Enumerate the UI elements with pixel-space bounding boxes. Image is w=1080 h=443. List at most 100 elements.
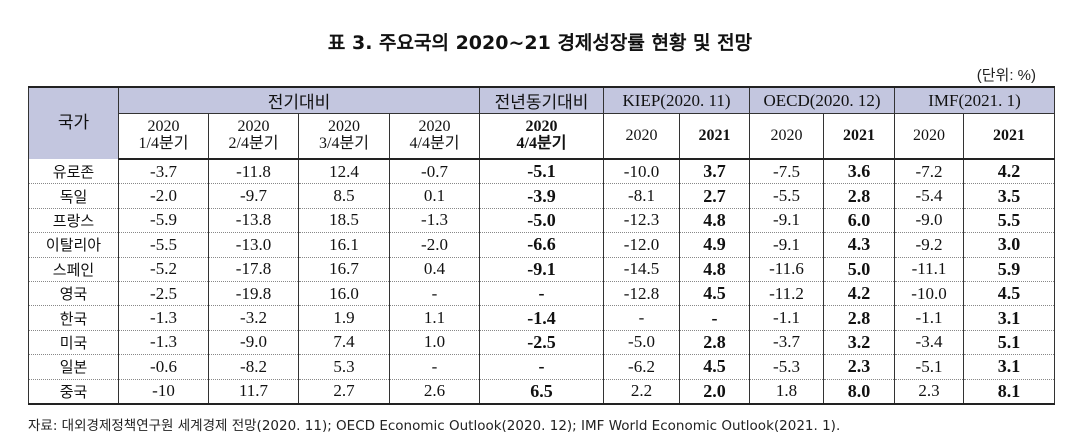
value-cell: -11.1 (894, 257, 965, 282)
country-cell: 영국 (28, 281, 119, 307)
value-cell: -7.5 (749, 159, 824, 185)
value-cell: 1.9 (298, 305, 390, 331)
value-cell: -5.0 (603, 330, 680, 356)
value-cell: -6.6 (479, 232, 604, 258)
value-cell: -1.1 (894, 305, 965, 331)
value-cell: -1.1 (749, 305, 824, 331)
value-cell: -10 (118, 379, 209, 405)
table-row: 유로존 -3.7 -11.8 12.4 -0.7 -5.1 -10.0 3.7 -7.5 3.6-… (28, 159, 1056, 185)
table-row: 프랑스 -5.9 -13.8 18.5 -1.3 -5.0 -12.3 4.8 -9.1 6.0-… (28, 208, 1056, 234)
value-cell: - (603, 305, 680, 331)
country-cell: 한국 (28, 305, 119, 331)
table-row: 영국 -2.5 -19.8 16.0- - -12.8 4.5 -11.2 4.2 -10.0 4.… (28, 281, 1056, 307)
table-row: 독일 -2.0 -9.7 8.5 0.1 -3.9 -8.1 2.7 -5.5 2.8 -5.4 3.… (28, 183, 1056, 209)
value-cell: -9.1 (749, 232, 824, 258)
value-cell: 3.2 (822, 330, 896, 356)
header-imf-2021: 2021 (963, 113, 1056, 160)
country-cell: 프랑스 (28, 208, 119, 234)
value-cell: 12.4 (298, 159, 390, 185)
value-cell: -8.1 (603, 183, 680, 209)
header-group-prev-quarter: 전기대비 (118, 86, 480, 114)
value-cell: 2.7 (679, 183, 750, 209)
value-cell: -1.4 (479, 305, 604, 331)
value-cell: - (389, 281, 480, 307)
header-oecd-2020: 2020 (749, 113, 824, 160)
value-cell: -2.5 (118, 281, 209, 307)
header-oecd-2021: 2021 (822, 113, 896, 160)
value-cell: -0.6 (118, 354, 209, 380)
value-cell: -2.0 (118, 183, 209, 209)
unit-label: (단위: %) (976, 67, 1036, 84)
value-cell: 4.8 (679, 257, 750, 282)
value-cell: -9.1 (479, 257, 604, 282)
value-cell: -3.7 (118, 159, 209, 185)
value-cell: 8.0 (822, 379, 896, 405)
header-kiep-2020: 2020 (603, 113, 680, 160)
header-group-oecd: OECD(2020. 12) (748, 86, 896, 114)
value-cell: 4.3 (822, 232, 896, 258)
value-cell: 4.5 (679, 281, 750, 307)
value-cell: -1.3 (118, 330, 209, 356)
value-cell: -17.8 (208, 257, 299, 282)
value-cell: -5.9 (118, 208, 209, 234)
value-cell: -10.0 (603, 159, 680, 185)
value-cell: -9.1 (749, 208, 824, 234)
country-cell: 미국 (28, 330, 119, 356)
value-cell: 4.8 (679, 208, 750, 234)
value-cell: -12.3 (603, 208, 680, 234)
value-cell: 3.1 (963, 354, 1056, 380)
header-group-imf: IMF(2021. 1) (894, 86, 1056, 114)
value-cell: -19.8 (208, 281, 299, 307)
country-cell: 스페인 (28, 257, 119, 282)
value-cell: -3.2 (208, 305, 299, 331)
value-cell: -2.5 (479, 330, 604, 356)
header-period-yoy-q4: 2020 4/4분기 (479, 113, 604, 160)
value-cell: -3.9 (479, 183, 604, 209)
value-cell: 7.4 (298, 330, 390, 356)
value-cell: 5.3 (298, 354, 390, 380)
value-cell: 16.7 (298, 257, 390, 282)
value-cell: 1.0 (389, 330, 480, 356)
table-row: 일본 -0.6 -8.2 5.3- - -6.2 4.5 -5.3 2.3 -5.1 3.1 (28, 354, 1056, 380)
country-cell: 독일 (28, 183, 119, 209)
value-cell: -11.2 (749, 281, 824, 307)
table-row: 이탈리아 -5.5 -13.0 16.1 -2.0 -6.6 -12.0 4.9 -9.1 4.3… (28, 232, 1056, 258)
header-kiep-2021: 2021 (679, 113, 750, 160)
value-cell: -2.0 (389, 232, 480, 258)
value-cell: -5.1 (479, 159, 604, 185)
value-cell: 2.0 (679, 379, 750, 405)
value-cell: 18.5 (298, 208, 390, 234)
value-cell: 4.2 (822, 281, 896, 307)
value-cell: 0.4 (389, 257, 480, 282)
value-cell: 3.0 (963, 232, 1056, 258)
value-cell: -12.8 (603, 281, 680, 307)
header-period-q3: 2020 3/4분기 (298, 113, 390, 160)
value-cell: -13.0 (208, 232, 299, 258)
value-cell: - (479, 281, 604, 307)
value-cell: 0.1 (389, 183, 480, 209)
value-cell: 6.5 (479, 379, 604, 405)
value-cell: 11.7 (208, 379, 299, 405)
table-row: 한국 -1.3 -3.2 1.9 1.1 -1.4- - -1.1 2.8 -1.1 3.1 (28, 305, 1056, 331)
header-period-q4: 2020 4/4분기 (389, 113, 480, 160)
value-cell: 5.0 (822, 257, 896, 282)
value-cell: 5.9 (963, 257, 1056, 282)
value-cell: 4.5 (963, 281, 1056, 307)
header-period-row: 2020 1/4분기 2020 2/4분기 2020 3/4분기 2020 4/4분기 … (29, 113, 1056, 160)
value-cell: 1.1 (389, 305, 480, 331)
value-cell: -12.0 (603, 232, 680, 258)
value-cell: -5.2 (118, 257, 209, 282)
value-cell: 5.1 (963, 330, 1056, 356)
value-cell: 16.0 (298, 281, 390, 307)
value-cell: 3.7 (679, 159, 750, 185)
table-row: 스페인 -5.2 -17.8 16.7 0.4 -9.1 -14.5 4.8 -11.6 5.0-… (28, 257, 1056, 282)
value-cell: 2.3 (894, 379, 965, 405)
value-cell: - (479, 354, 604, 380)
value-cell: 2.7 (298, 379, 390, 405)
value-cell: 3.6 (822, 159, 896, 185)
value-cell: -5.5 (749, 183, 824, 209)
value-cell: -5.0 (479, 208, 604, 234)
value-cell: -9.0 (894, 208, 965, 234)
source-note: 자료: 대외경제정책연구원 세계경제 전망(2020. 11); OECD Ec… (28, 418, 841, 434)
value-cell: -11.6 (749, 257, 824, 282)
